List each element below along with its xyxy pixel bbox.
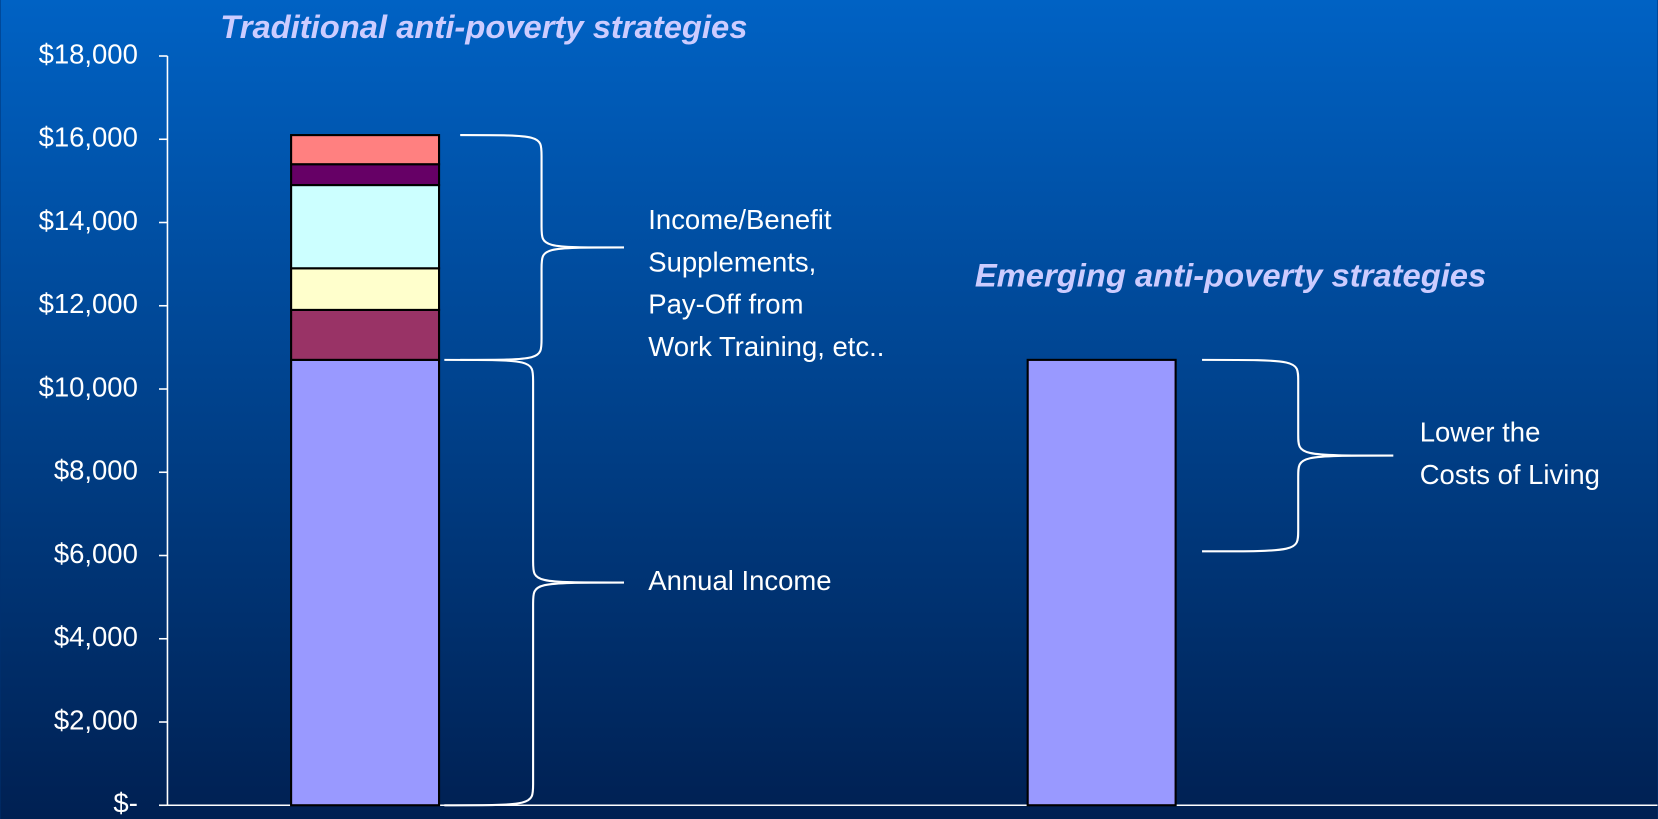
group-title: Traditional anti-poverty strategies bbox=[220, 8, 747, 45]
bar-segment bbox=[290, 134, 441, 166]
brace bbox=[1202, 358, 1394, 553]
y-tick-label: $8,000 bbox=[54, 455, 138, 486]
y-tick-label: $- bbox=[113, 788, 137, 819]
bar-segment bbox=[290, 267, 441, 311]
y-tick-label: $4,000 bbox=[54, 621, 138, 652]
annotation-text: Work Training, etc.. bbox=[648, 331, 884, 362]
bar-segment bbox=[290, 183, 441, 270]
y-tick-label: $16,000 bbox=[39, 122, 138, 153]
bar-segment bbox=[1026, 358, 1177, 807]
y-tick-label: $12,000 bbox=[39, 288, 138, 319]
bar-segment bbox=[290, 308, 441, 361]
y-tick-label: $2,000 bbox=[54, 704, 138, 735]
bar-segment bbox=[290, 163, 441, 187]
y-tick-label: $18,000 bbox=[39, 38, 138, 69]
y-tick-label: $6,000 bbox=[54, 538, 138, 569]
annotation-text: Lower the bbox=[1420, 417, 1541, 448]
annotation-text: Costs of Living bbox=[1420, 459, 1600, 490]
annotation-text: Annual Income bbox=[648, 565, 831, 596]
annotation-text: Supplements, bbox=[648, 246, 816, 277]
bar-segment bbox=[290, 358, 441, 807]
brace bbox=[460, 134, 624, 361]
brace bbox=[444, 358, 624, 807]
y-tick-label: $10,000 bbox=[39, 371, 138, 402]
group-title: Emerging anti-poverty strategies bbox=[975, 257, 1486, 294]
annotation-text: Pay-Off from bbox=[648, 289, 803, 320]
y-tick-label: $14,000 bbox=[39, 205, 138, 236]
annotation-text: Income/Benefit bbox=[648, 204, 832, 235]
